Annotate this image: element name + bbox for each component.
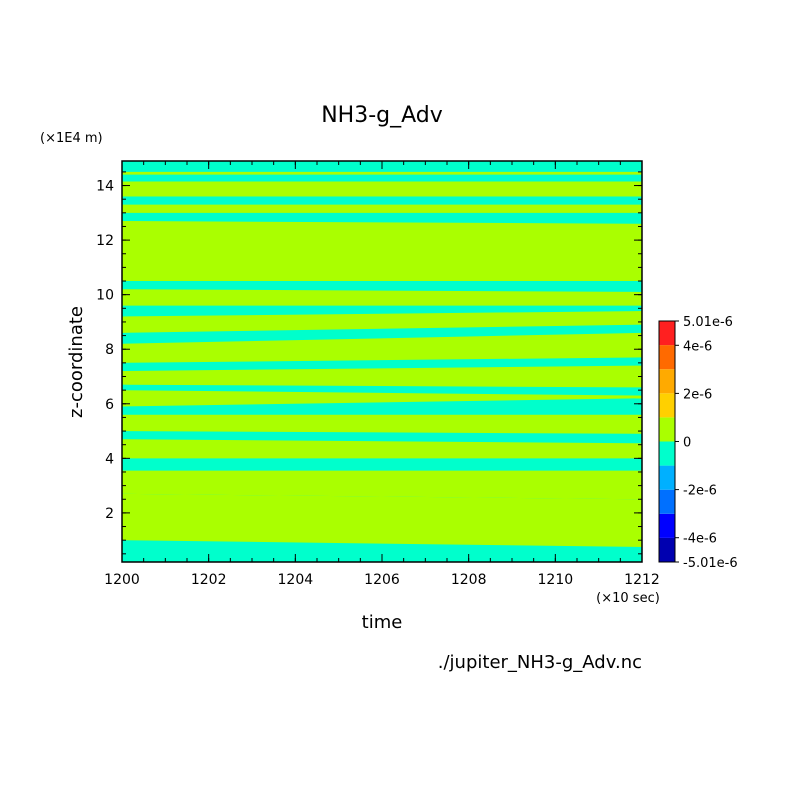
colorbar-segment: [659, 537, 675, 562]
colorbar-segment: [659, 513, 675, 538]
x-tick-label: 1212: [624, 572, 660, 588]
y-tick-label: 6: [105, 397, 114, 413]
chart-title: NH3-g_Adv: [321, 103, 443, 128]
x-tick-label: 1208: [451, 572, 487, 588]
positive-band: [122, 181, 642, 197]
positive-band: [122, 365, 642, 388]
y-axis-label: z-coordinate: [66, 306, 87, 418]
y-tick-label: 10: [96, 288, 114, 304]
colorbar-segment: [659, 321, 675, 346]
x-tick-label: 1210: [538, 572, 574, 588]
positive-band: [122, 311, 642, 333]
positive-band: [122, 289, 642, 306]
positive-band: [122, 332, 642, 363]
x-tick-label: 1204: [278, 572, 314, 588]
colorbar-segment: [659, 417, 675, 442]
x-tick-label: 1202: [191, 572, 227, 588]
y-unit-label: (×1E4 m): [40, 131, 103, 146]
colorbar-label: -4e-6: [683, 532, 717, 547]
colorbar-segment: [659, 441, 675, 466]
y-tick-label: 12: [96, 233, 114, 249]
colorbar-segment: [659, 489, 675, 514]
positive-band: [122, 390, 642, 407]
colorbar-label: 4e-6: [683, 339, 712, 354]
positive-band: [122, 470, 642, 500]
x-unit-label: (×10 sec): [596, 591, 660, 606]
colorbar-label: -2e-6: [683, 484, 717, 499]
y-tick-label: 8: [105, 342, 114, 358]
colorbar-label: 0: [683, 436, 691, 451]
plot-area: [121, 160, 643, 563]
colorbar-label: 2e-6: [683, 387, 712, 402]
colorbar-label: -5.01e-6: [683, 556, 738, 571]
source-file-label: ./jupiter_NH3-g_Adv.nc: [438, 652, 642, 673]
positive-band: [122, 439, 642, 459]
y-tick-label: 14: [96, 179, 114, 195]
positive-band: [122, 414, 642, 434]
colorbar-segment: [659, 393, 675, 418]
colorbar-segment: [659, 465, 675, 490]
x-tick-label: 1206: [364, 572, 400, 588]
positive-band: [122, 171, 642, 175]
positive-band: [122, 493, 642, 547]
colorbar-segment: [659, 345, 675, 370]
colorbar-label: 5.01e-6: [683, 315, 733, 330]
x-tick-label: 1200: [104, 572, 140, 588]
positive-band: [122, 204, 642, 213]
colorbar: 5.01e-6 4e-6 2e-6 0 -2e-6 -4e-6 -5.01e-6: [658, 315, 738, 571]
colorbar-segment: [659, 369, 675, 394]
y-tick-label: 2: [105, 506, 114, 522]
y-axis: 2 4 6 8 10 12 14: [96, 171, 642, 555]
x-axis: 1200 1202 1204 1206 1208 1210 1212: [104, 161, 660, 588]
y-tick-label: 4: [105, 451, 114, 467]
x-axis-label: time: [362, 612, 403, 633]
positive-band: [122, 221, 642, 282]
